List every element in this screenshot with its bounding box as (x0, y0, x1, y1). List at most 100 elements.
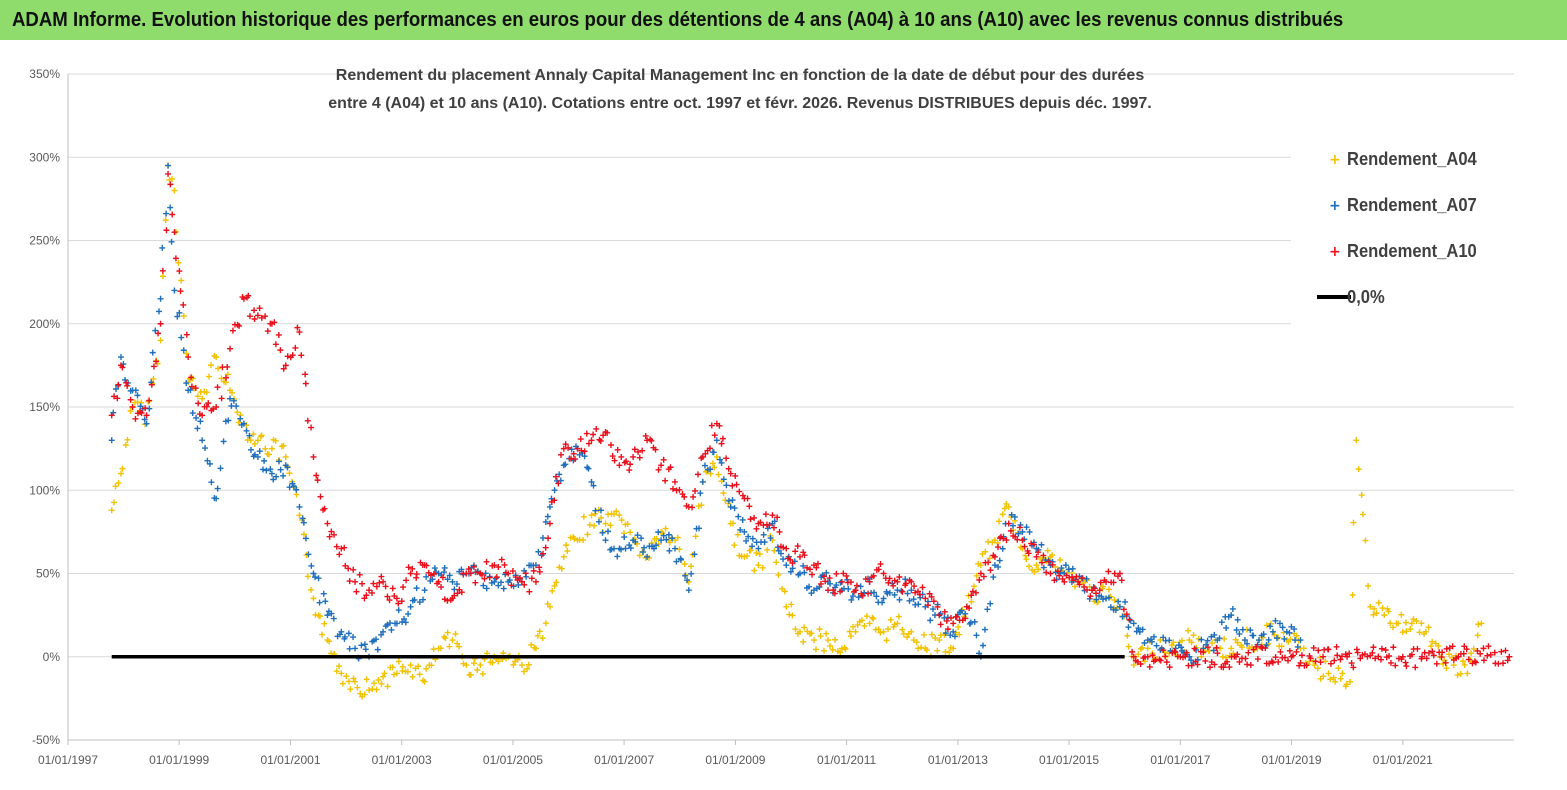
data-point (1223, 624, 1230, 631)
data-point (111, 393, 118, 400)
data-point (1353, 437, 1360, 444)
data-point (310, 453, 317, 460)
data-point (809, 571, 816, 578)
data-point (947, 615, 954, 622)
data-point (783, 562, 790, 569)
data-point (1423, 655, 1430, 662)
data-point (413, 585, 420, 592)
data-point (1160, 634, 1167, 641)
data-point (1097, 579, 1104, 586)
data-point (666, 539, 673, 546)
data-point (891, 591, 898, 598)
data-point (936, 612, 943, 619)
data-point (431, 570, 438, 577)
data-point (146, 397, 153, 404)
data-point (870, 615, 877, 622)
data-point (1487, 651, 1494, 658)
data-point (481, 575, 488, 582)
data-point (328, 528, 335, 535)
data-point (885, 579, 892, 586)
data-point (341, 544, 348, 551)
data-point (614, 553, 621, 560)
data-point (827, 642, 834, 649)
data-point (908, 628, 915, 635)
data-point (1118, 577, 1125, 584)
data-point (1297, 637, 1304, 644)
data-point (389, 664, 396, 671)
data-point (112, 483, 119, 490)
data-point (1236, 658, 1243, 665)
data-point (822, 578, 829, 585)
data-point (498, 556, 505, 563)
data-point (676, 546, 683, 553)
data-point (546, 603, 553, 610)
data-point (1192, 658, 1199, 665)
data-point (995, 518, 1002, 525)
data-point (386, 620, 393, 627)
data-point (535, 548, 542, 555)
data-point (823, 630, 830, 637)
data-point (1337, 656, 1344, 663)
data-point (1303, 662, 1310, 669)
y-tick-label: 250% (29, 234, 60, 248)
data-point (167, 181, 174, 188)
data-point (1269, 659, 1276, 666)
data-point (588, 437, 595, 444)
legend-item: + Rendement_A10 (1291, 236, 1488, 266)
data-point (108, 437, 115, 444)
data-point (247, 437, 254, 444)
data-point (880, 595, 887, 602)
data-point (685, 587, 692, 594)
data-point (846, 628, 853, 635)
legend-label: Rendement_A04 (1347, 148, 1477, 169)
data-point (460, 660, 467, 667)
data-point (1429, 648, 1436, 655)
data-point (1275, 658, 1282, 665)
data-point (294, 324, 301, 331)
data-point (454, 590, 461, 597)
data-point (581, 448, 588, 455)
data-point (1285, 657, 1292, 664)
data-point (743, 537, 750, 544)
data-point (1234, 616, 1241, 623)
data-point (539, 635, 546, 642)
data-point (1079, 574, 1086, 581)
data-point (1130, 662, 1137, 669)
data-point (1347, 678, 1353, 685)
data-point (1188, 662, 1195, 669)
data-point (251, 307, 258, 314)
data-point (775, 571, 782, 578)
data-point (152, 327, 159, 334)
data-point (636, 552, 643, 559)
data-point (787, 568, 794, 575)
data-point (336, 663, 343, 670)
data-point (849, 593, 856, 600)
data-point (386, 597, 393, 604)
data-point (1335, 665, 1342, 672)
data-point (495, 658, 502, 665)
data-point (789, 560, 796, 567)
data-point (1220, 664, 1227, 671)
data-point (224, 371, 231, 378)
data-point (159, 244, 166, 251)
data-point (395, 600, 402, 607)
data-point (691, 551, 698, 558)
data-point (829, 646, 836, 653)
data-point (976, 576, 983, 583)
data-point (1418, 620, 1425, 627)
data-point (1439, 649, 1446, 656)
data-point (204, 457, 211, 464)
data-point (1286, 629, 1293, 636)
data-point (760, 531, 767, 538)
data-point (411, 596, 418, 603)
data-point (1038, 541, 1045, 548)
data-point (653, 542, 660, 549)
data-point (771, 518, 778, 525)
data-point (688, 570, 695, 577)
data-point (236, 322, 243, 329)
data-point (449, 637, 456, 644)
data-point (1191, 645, 1198, 652)
data-point (1317, 659, 1324, 666)
data-point (692, 487, 699, 494)
data-point (1460, 650, 1467, 657)
